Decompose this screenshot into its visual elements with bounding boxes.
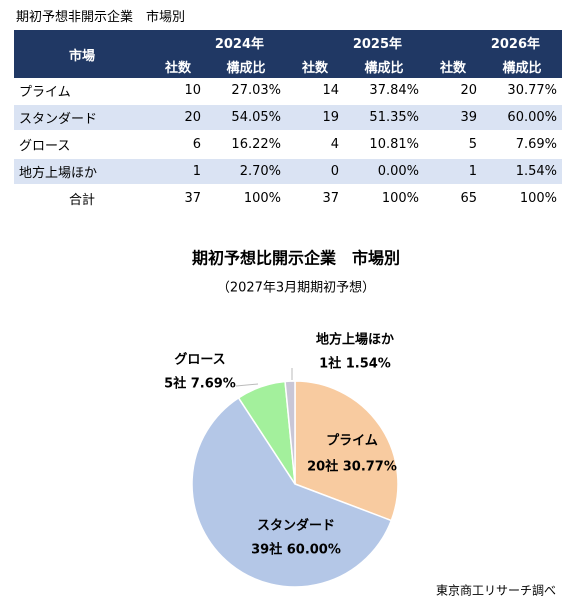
header-row: 社数 構成比 社数 構成比 社数 構成比 xyxy=(14,54,562,78)
slice-label: 地方上場ほか xyxy=(316,332,394,348)
table-cell: 5 xyxy=(468,137,477,152)
header-cell: 2024年 xyxy=(150,30,286,54)
table-cell: 19 xyxy=(286,104,344,131)
header-cell: 構成比 xyxy=(206,54,286,78)
table-cell: 37.84% xyxy=(369,83,419,98)
header-cell: 社数 xyxy=(424,54,482,78)
table-cell: 37 xyxy=(322,191,339,206)
table-cell: 6 xyxy=(192,137,201,152)
table-cell: スタンダード xyxy=(14,104,150,131)
chart-title: 期初予想比開示企業 市場別 xyxy=(192,249,400,268)
table-row: 地方上場ほか 1 2.70% 0 0.00% 1 1.54% xyxy=(14,158,562,185)
header-cell: 2026年 xyxy=(424,30,562,54)
table-cell: 0 xyxy=(286,158,344,185)
pie-slice xyxy=(294,380,399,522)
table-cell: 10 xyxy=(184,83,201,98)
header-cell: 社数 xyxy=(150,54,206,78)
value-label: 39社 60.00% xyxy=(251,542,341,558)
table-cell: 1.54% xyxy=(482,158,562,185)
table-cell: プライム xyxy=(19,85,71,100)
table-row: スタンダード 20 54.05% 19 51.35% 39 60.00% xyxy=(14,104,562,131)
table-cell: 7.69% xyxy=(515,137,557,152)
table-row: グロース 6 16.22% 4 10.81% 5 7.69% xyxy=(14,131,562,158)
slice-label: スタンダード xyxy=(257,518,335,534)
table-cell: 65 xyxy=(460,191,477,206)
table-cell: 20 xyxy=(150,104,206,131)
value-label: 20社 30.77% xyxy=(307,459,397,475)
pie-slice xyxy=(191,396,393,588)
table-header: 市場 2024年 2025年 2026年 社数 構成比 社数 構成比 社数 構成比 xyxy=(14,30,562,78)
table-cell: 60.00% xyxy=(482,104,562,131)
chart-subtitle: （2027年3月期期初予想） xyxy=(217,280,375,296)
header-cell: 構成比 xyxy=(482,54,562,78)
table-cell: 37 xyxy=(184,191,201,206)
table-cell: 1 xyxy=(150,158,206,185)
table-cell: グロース xyxy=(19,139,71,154)
header-cell: 社数 xyxy=(286,54,344,78)
table-title: 期初予想非開示企業 市場別 xyxy=(16,10,186,25)
table-cell: 14 xyxy=(322,83,339,98)
table-cell: 100% xyxy=(243,191,281,206)
header-cell: 2025年 xyxy=(286,30,424,54)
table-cell: 16.22% xyxy=(231,137,281,152)
table-cell: 1 xyxy=(424,158,482,185)
table-row: プライム 10 27.03% 14 37.84% 20 30.77% xyxy=(14,78,562,104)
value-label: 5社 7.69% xyxy=(164,376,236,392)
table-cell: 27.03% xyxy=(231,83,281,98)
total-row: 合計 37 100% 37 100% 65 100% xyxy=(14,185,562,212)
table-cell: 0.00% xyxy=(344,158,424,185)
table-cell: 39 xyxy=(424,104,482,131)
table: 市場 2024年 2025年 2026年 社数 構成比 社数 構成比 社数 構成比 プライム 10 2… xyxy=(14,30,562,213)
table-cell: 2.70% xyxy=(206,158,286,185)
slice-label: グロース xyxy=(174,352,225,368)
table-body: プライム 10 27.03% 14 37.84% 20 30.77% スタンダード 20 54.0… xyxy=(14,78,562,212)
table-cell: 30.77% xyxy=(507,83,557,98)
table-cell: 51.35% xyxy=(344,104,424,131)
table-cell: 54.05% xyxy=(206,104,286,131)
table-cell: 10.81% xyxy=(369,137,419,152)
value-label: 1社 1.54% xyxy=(319,356,391,372)
table-cell: 100% xyxy=(519,191,557,206)
header-cell: 構成比 xyxy=(344,54,424,78)
table-cell: 地方上場ほか xyxy=(14,158,150,185)
slice-label: プライム xyxy=(326,434,378,449)
header-cell: 市場 xyxy=(14,30,150,78)
table-cell: 合計 xyxy=(68,193,95,208)
table-cell: 20 xyxy=(460,83,477,98)
table-cell: 100% xyxy=(381,191,419,206)
header-row: 市場 2024年 2025年 2026年 xyxy=(14,30,562,78)
pie-slice xyxy=(284,380,296,485)
leader-line xyxy=(235,383,259,387)
table-cell: 4 xyxy=(330,137,339,152)
source: 東京商工リサーチ調べ xyxy=(436,583,556,598)
